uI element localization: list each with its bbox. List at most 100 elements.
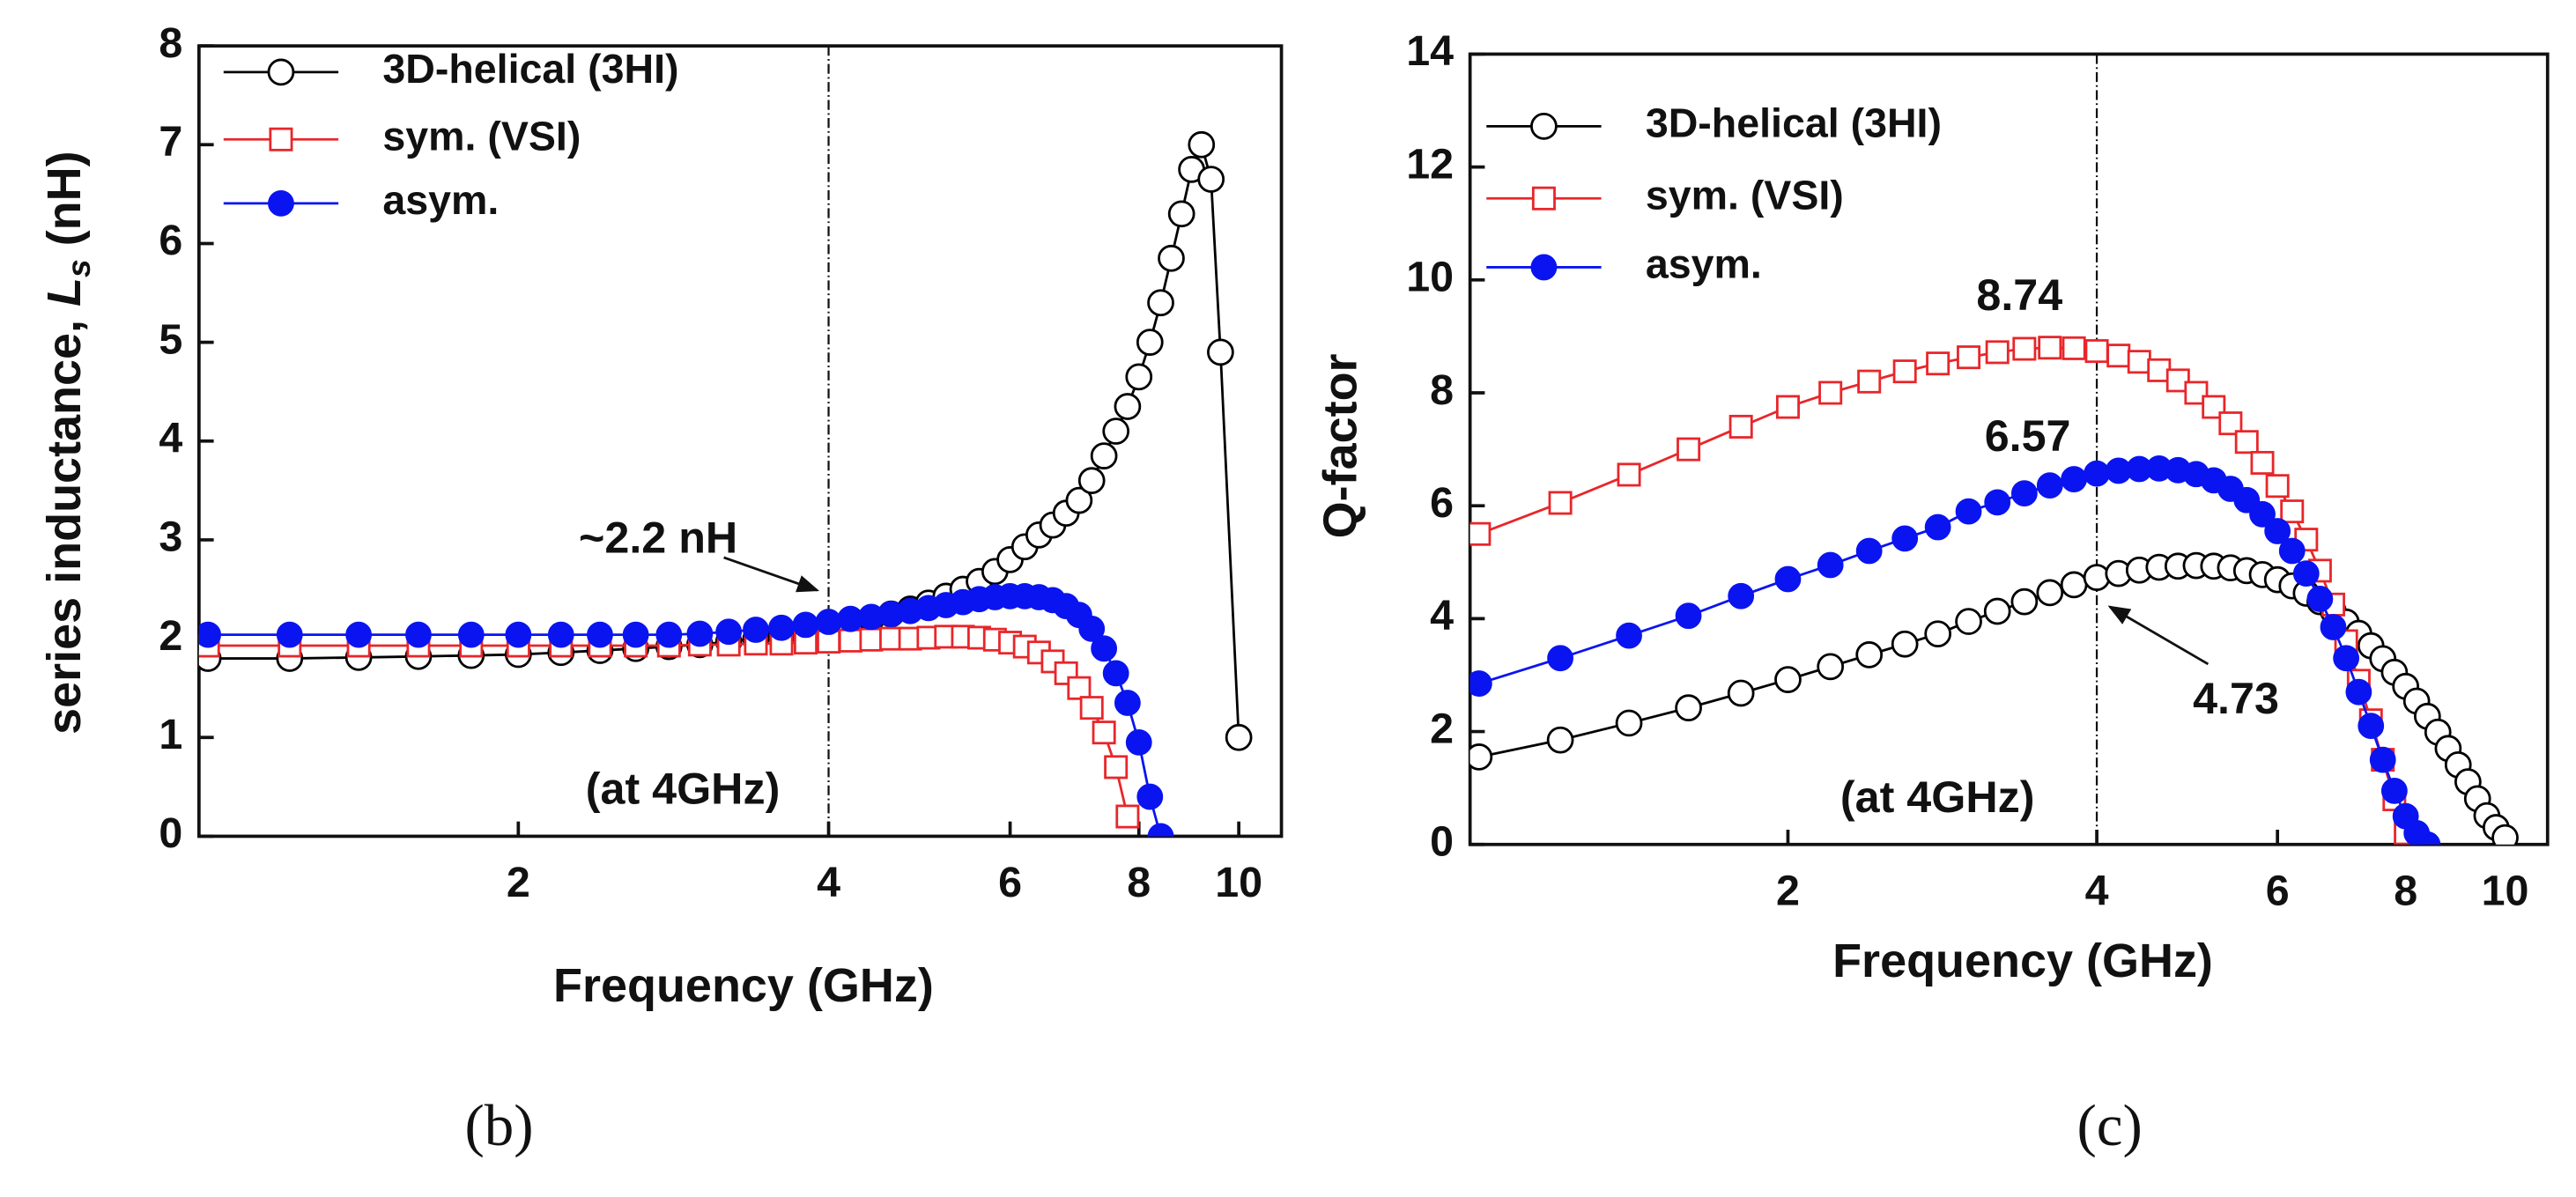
data-point <box>1675 602 1702 630</box>
legend-marker <box>1530 112 1558 140</box>
data-point <box>1225 723 1253 751</box>
data-point <box>792 611 819 639</box>
data-point <box>1891 630 1919 658</box>
data-point <box>2036 472 2063 499</box>
legend-label: sym. (VSI) <box>1646 173 1844 218</box>
y-tick-label: 6 <box>159 217 182 264</box>
legend-label: asym. <box>1646 241 1762 287</box>
data-point <box>1104 755 1129 780</box>
y-tick-label: 2 <box>1430 705 1454 752</box>
y-tick-label: 10 <box>1406 254 1454 301</box>
legend-label: asym. <box>382 177 499 223</box>
data-point <box>1617 462 1641 487</box>
data-point <box>1855 641 1884 669</box>
data-point <box>2038 336 2062 360</box>
data-point <box>1469 743 1493 771</box>
series-line <box>1478 346 2407 834</box>
data-point <box>1983 597 2011 625</box>
data-point <box>2012 336 2037 361</box>
data-point <box>2320 614 2347 640</box>
data-point <box>1924 514 1951 541</box>
chart: 0 2 4 6 8 10 12 14 2 4 6 8 10 Frequency (GHz) Q-factor… <box>1314 27 2550 1158</box>
data-point <box>1675 694 1702 721</box>
data-point <box>198 621 222 648</box>
data-point <box>1774 666 1802 693</box>
data-point <box>1136 783 1164 810</box>
y-tick-label: 0 <box>1430 818 1454 866</box>
data-point <box>1092 720 1116 745</box>
x-tick-label: 8 <box>2394 867 2417 914</box>
x-axis-title: Frequency (GHz) <box>1832 935 2213 987</box>
data-point <box>2084 339 2109 364</box>
data-point <box>2358 713 2385 740</box>
plot <box>198 130 1253 837</box>
data-point <box>655 621 683 648</box>
data-point <box>2369 746 2396 773</box>
data-point <box>1114 690 1141 716</box>
data-point <box>2278 537 2306 565</box>
x-axis-title: Frequency (GHz) <box>553 959 934 1012</box>
legend-marker <box>268 189 294 217</box>
data-point <box>276 621 303 648</box>
data-point <box>2345 678 2372 706</box>
data-point <box>1957 345 1981 370</box>
data-point <box>2250 450 2275 475</box>
data-point <box>1078 616 1106 642</box>
data-point <box>1774 565 1802 593</box>
data-point <box>1926 351 1951 376</box>
data-point <box>2280 499 2305 524</box>
data-point <box>1955 608 1982 635</box>
legend-label: 3D-helical (3HI) <box>1646 100 1942 146</box>
data-point <box>1547 645 1573 672</box>
data-point <box>1855 537 1883 565</box>
annotation: ~2.2 nH <box>579 514 737 563</box>
y-tick-label: 14 <box>1406 27 1454 75</box>
data-point <box>2414 831 2441 845</box>
y-tick-label: 0 <box>159 809 182 857</box>
data-point <box>2265 474 2290 499</box>
data-point <box>1188 130 1216 159</box>
plot-frame <box>1468 52 2550 846</box>
annotation: 6.57 <box>1985 411 2071 461</box>
data-point <box>859 627 884 652</box>
data-point <box>1984 489 2011 516</box>
data-point <box>1817 551 1844 579</box>
data-point <box>505 621 532 648</box>
annotation: (at 4GHz) <box>1840 772 2035 822</box>
data-point <box>743 617 769 643</box>
data-point <box>1775 395 1800 419</box>
y-tick-label: 4 <box>1430 592 1454 639</box>
data-point <box>1207 338 1234 366</box>
x-tick-label: 6 <box>998 859 1022 906</box>
data-point <box>2060 571 2088 599</box>
annotation: 4.73 <box>2193 674 2279 723</box>
data-point <box>1469 670 1492 697</box>
y-tick-label: 12 <box>1406 140 1454 188</box>
plot <box>1469 336 2519 845</box>
y-axis-title-sub: s <box>60 259 97 277</box>
panel-label: (c) <box>2076 1093 2142 1158</box>
data-point <box>1115 804 1140 829</box>
y-tick-label: 3 <box>159 514 182 561</box>
data-point <box>1857 369 1882 394</box>
y-tick-label: 1 <box>159 711 182 758</box>
data-point <box>1102 417 1130 445</box>
data-point <box>2106 344 2131 368</box>
data-point <box>879 626 904 651</box>
data-point <box>2306 586 2334 612</box>
data-point <box>1102 660 1129 687</box>
y-axis-title-text: Q-factor <box>1314 353 1367 538</box>
data-point <box>1079 696 1104 720</box>
data-point <box>1469 521 1492 546</box>
data-point <box>547 621 574 648</box>
y-tick-label: 7 <box>159 118 182 166</box>
data-point <box>405 621 432 648</box>
y-axis-title: Q-factor <box>1314 353 1367 538</box>
data-point <box>1955 498 1982 525</box>
data-point <box>1136 329 1164 356</box>
y-axis-title-text: series inductance, <box>38 307 91 735</box>
data-point <box>2127 350 2151 374</box>
data-point <box>1892 359 1917 384</box>
x-tick-label: 10 <box>2482 867 2529 914</box>
data-point <box>1147 289 1174 317</box>
